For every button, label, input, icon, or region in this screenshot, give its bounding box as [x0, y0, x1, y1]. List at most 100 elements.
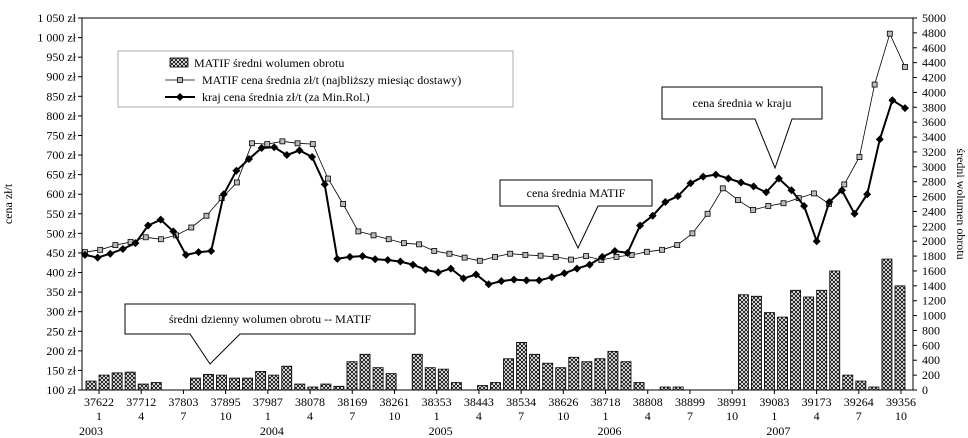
left-tick-label: 800 zł — [46, 109, 76, 123]
matif-price-point — [142, 234, 149, 241]
domestic-price-point — [459, 274, 468, 283]
matif-price-point — [856, 154, 863, 160]
domestic-price-point — [371, 255, 380, 264]
volume-bar — [124, 371, 136, 391]
domestic-price-point — [837, 186, 846, 195]
legend-label-domestic: kraj cena średnia zł/t (za Min.Rol.) — [202, 90, 370, 104]
x-date-label: 38261 — [379, 395, 409, 409]
x-date-label: 37895 — [211, 395, 241, 409]
x-date-label: 39173 — [802, 395, 832, 409]
x-month-label: 7 — [856, 409, 862, 423]
volume-bar — [189, 377, 201, 391]
volume-bar — [294, 383, 306, 391]
matif-price-point — [674, 242, 681, 249]
right-tick-label: 1600 — [922, 264, 946, 278]
volume-bar — [803, 296, 815, 391]
volume-bar — [842, 374, 854, 391]
matif-price-point — [309, 141, 316, 147]
domestic-price-point — [219, 190, 228, 199]
volume-bar — [620, 361, 632, 391]
right-tick-label: 4200 — [922, 71, 946, 85]
domestic-price-point — [749, 182, 758, 191]
right-tick-label: 200 — [922, 368, 940, 382]
right-tick-label: 3400 — [922, 130, 946, 144]
domestic-price-point — [446, 264, 455, 273]
left-tick-label: 150 zł — [46, 363, 76, 377]
volume-bar — [555, 367, 567, 391]
domestic-price-point — [699, 172, 708, 181]
volume-bar — [85, 380, 97, 391]
domestic-price-point — [282, 151, 291, 160]
domestic-price-point — [156, 215, 165, 224]
right-tick-label: 4400 — [922, 56, 946, 70]
volume-bar — [320, 383, 332, 391]
x-month-label: 7 — [180, 409, 186, 423]
annotation-domestic-box — [661, 86, 823, 170]
left-tick-label: 350 zł — [46, 285, 76, 299]
x-date-label: 38899 — [675, 395, 705, 409]
volume-bar — [881, 258, 893, 391]
domestic-price-point — [585, 260, 594, 269]
volume-bar — [98, 374, 110, 391]
x-year-label: 2007 — [766, 424, 790, 438]
x-date-label: 38169 — [337, 395, 367, 409]
x-date-label: 38443 — [464, 395, 494, 409]
right-tick-label: 400 — [922, 353, 940, 367]
matif-price-point — [325, 175, 331, 182]
x-date-label: 39264 — [844, 395, 874, 409]
domestic-price-point — [850, 209, 859, 218]
domestic-price-point — [409, 260, 417, 269]
matif-price-point — [522, 252, 529, 258]
domestic-price-point — [560, 269, 569, 278]
x-month-label: 4 — [476, 409, 482, 423]
matif-price-point — [340, 201, 347, 207]
domestic-price-point — [131, 239, 140, 248]
volume-bar — [216, 374, 227, 391]
matif-price-point — [643, 248, 650, 255]
x-date-label: 38808 — [633, 395, 663, 409]
matif-price-point — [279, 138, 286, 145]
x-month-label: 1 — [603, 409, 609, 423]
left-tick-label: 200 zł — [46, 344, 76, 358]
domestic-price-point — [573, 264, 581, 273]
volume-bar — [229, 377, 240, 391]
x-month-label: 4 — [138, 409, 144, 423]
domestic-price-point — [181, 250, 190, 259]
domestic-price-point — [901, 104, 909, 113]
right-tick-label: 2000 — [922, 234, 946, 248]
legend-swatch-matif-marker — [177, 77, 183, 83]
x-date-label: 38991 — [717, 395, 747, 409]
price-lines — [81, 30, 909, 289]
x-year-label: 2003 — [79, 424, 103, 438]
x-date-label: 38353 — [422, 395, 452, 409]
domestic-price-point — [118, 245, 127, 254]
domestic-price-point — [623, 248, 632, 257]
domestic-price-point — [774, 174, 783, 183]
x-date-label: 39083 — [759, 395, 789, 409]
left-tick-label: 650 zł — [46, 168, 76, 182]
x-date-label: 38534 — [506, 395, 536, 409]
right-tick-label: 2400 — [922, 204, 946, 218]
left-tick-label: 700 zł — [46, 148, 76, 162]
x-month-label: 10 — [557, 409, 569, 423]
left-tick-label: 500 zł — [46, 226, 76, 240]
left-tick-label: 250 zł — [46, 324, 76, 338]
volume-bar — [346, 361, 358, 391]
right-tick-label: 2600 — [922, 190, 946, 204]
left-tick-label: 900 zł — [46, 70, 76, 84]
matif-price-point — [810, 190, 817, 197]
domestic-price-point — [194, 248, 203, 257]
volume-bar — [490, 382, 501, 391]
matif-price-point — [659, 246, 665, 253]
domestic-price-point — [333, 254, 342, 263]
right-tick-label: 4000 — [922, 85, 946, 99]
domestic-price-point — [686, 179, 695, 188]
volume-bar — [437, 368, 449, 391]
left-tick-label: 100 zł — [46, 383, 76, 397]
left-tick-label: 550 zł — [46, 207, 76, 221]
domestic-price-point — [497, 277, 506, 286]
volume-bar — [529, 353, 541, 391]
volume-bar — [359, 353, 371, 391]
volume-bar — [203, 373, 214, 391]
